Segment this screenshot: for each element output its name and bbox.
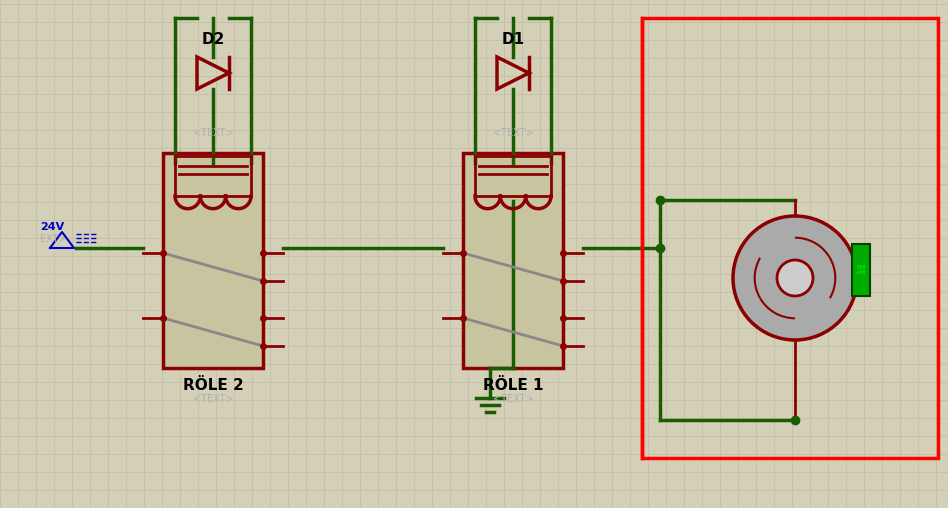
Text: <TEXT>: <TEXT> (493, 394, 534, 404)
Bar (642, 18, 938, 458)
Text: 888
+88: 888 +88 (856, 265, 866, 275)
Text: <TEXT>: <TEXT> (192, 128, 233, 138)
Text: 24V: 24V (40, 222, 64, 232)
Bar (852, 244, 870, 296)
Text: EXT>: EXT> (40, 234, 66, 244)
Bar (163, 153, 263, 368)
Text: RÖLE 1: RÖLE 1 (483, 378, 543, 393)
Text: <TEXT>: <TEXT> (493, 128, 534, 138)
Circle shape (733, 216, 857, 340)
Text: D2: D2 (201, 32, 225, 47)
Text: <TEXT>: <TEXT> (192, 394, 233, 404)
Bar (463, 153, 563, 368)
Circle shape (777, 260, 813, 296)
Text: RÖLE 2: RÖLE 2 (183, 378, 244, 393)
Text: D1: D1 (501, 32, 524, 47)
